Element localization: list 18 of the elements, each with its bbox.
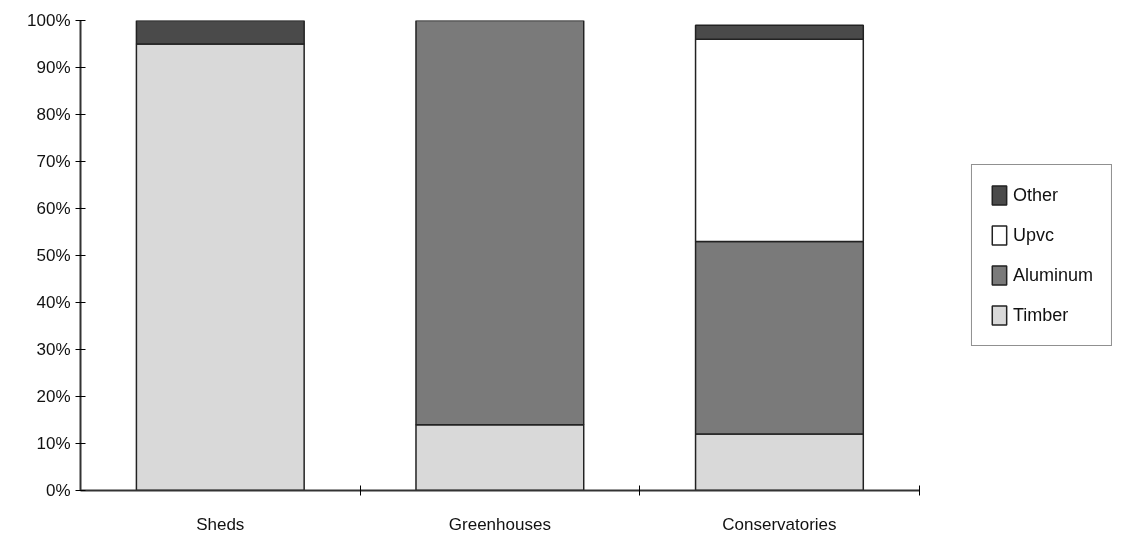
legend-label: Upvc: [1012, 224, 1054, 246]
x-tick-label: Sheds: [196, 514, 245, 534]
y-tick-label: 10%: [36, 434, 71, 453]
legend-label: Aluminum: [1012, 264, 1093, 286]
y-tick-label: 40%: [36, 293, 71, 312]
y-tick-label: 30%: [36, 340, 71, 359]
y-tick-label: 60%: [36, 199, 71, 218]
y-tick-label: 70%: [36, 152, 71, 171]
y-tick-label: 0%: [45, 481, 71, 500]
legend-label: Other: [1012, 184, 1058, 206]
legend-label: Timber: [1012, 304, 1069, 326]
y-tick-label: 90%: [36, 58, 71, 77]
x-tick-label: Conservatories: [722, 514, 837, 534]
y-tick-label: 80%: [36, 105, 71, 124]
x-tick-label: Greenhouses: [448, 514, 551, 534]
y-tick-label: 100%: [27, 11, 71, 30]
y-tick-label: 50%: [36, 246, 71, 265]
y-tick-label: 20%: [36, 387, 71, 406]
